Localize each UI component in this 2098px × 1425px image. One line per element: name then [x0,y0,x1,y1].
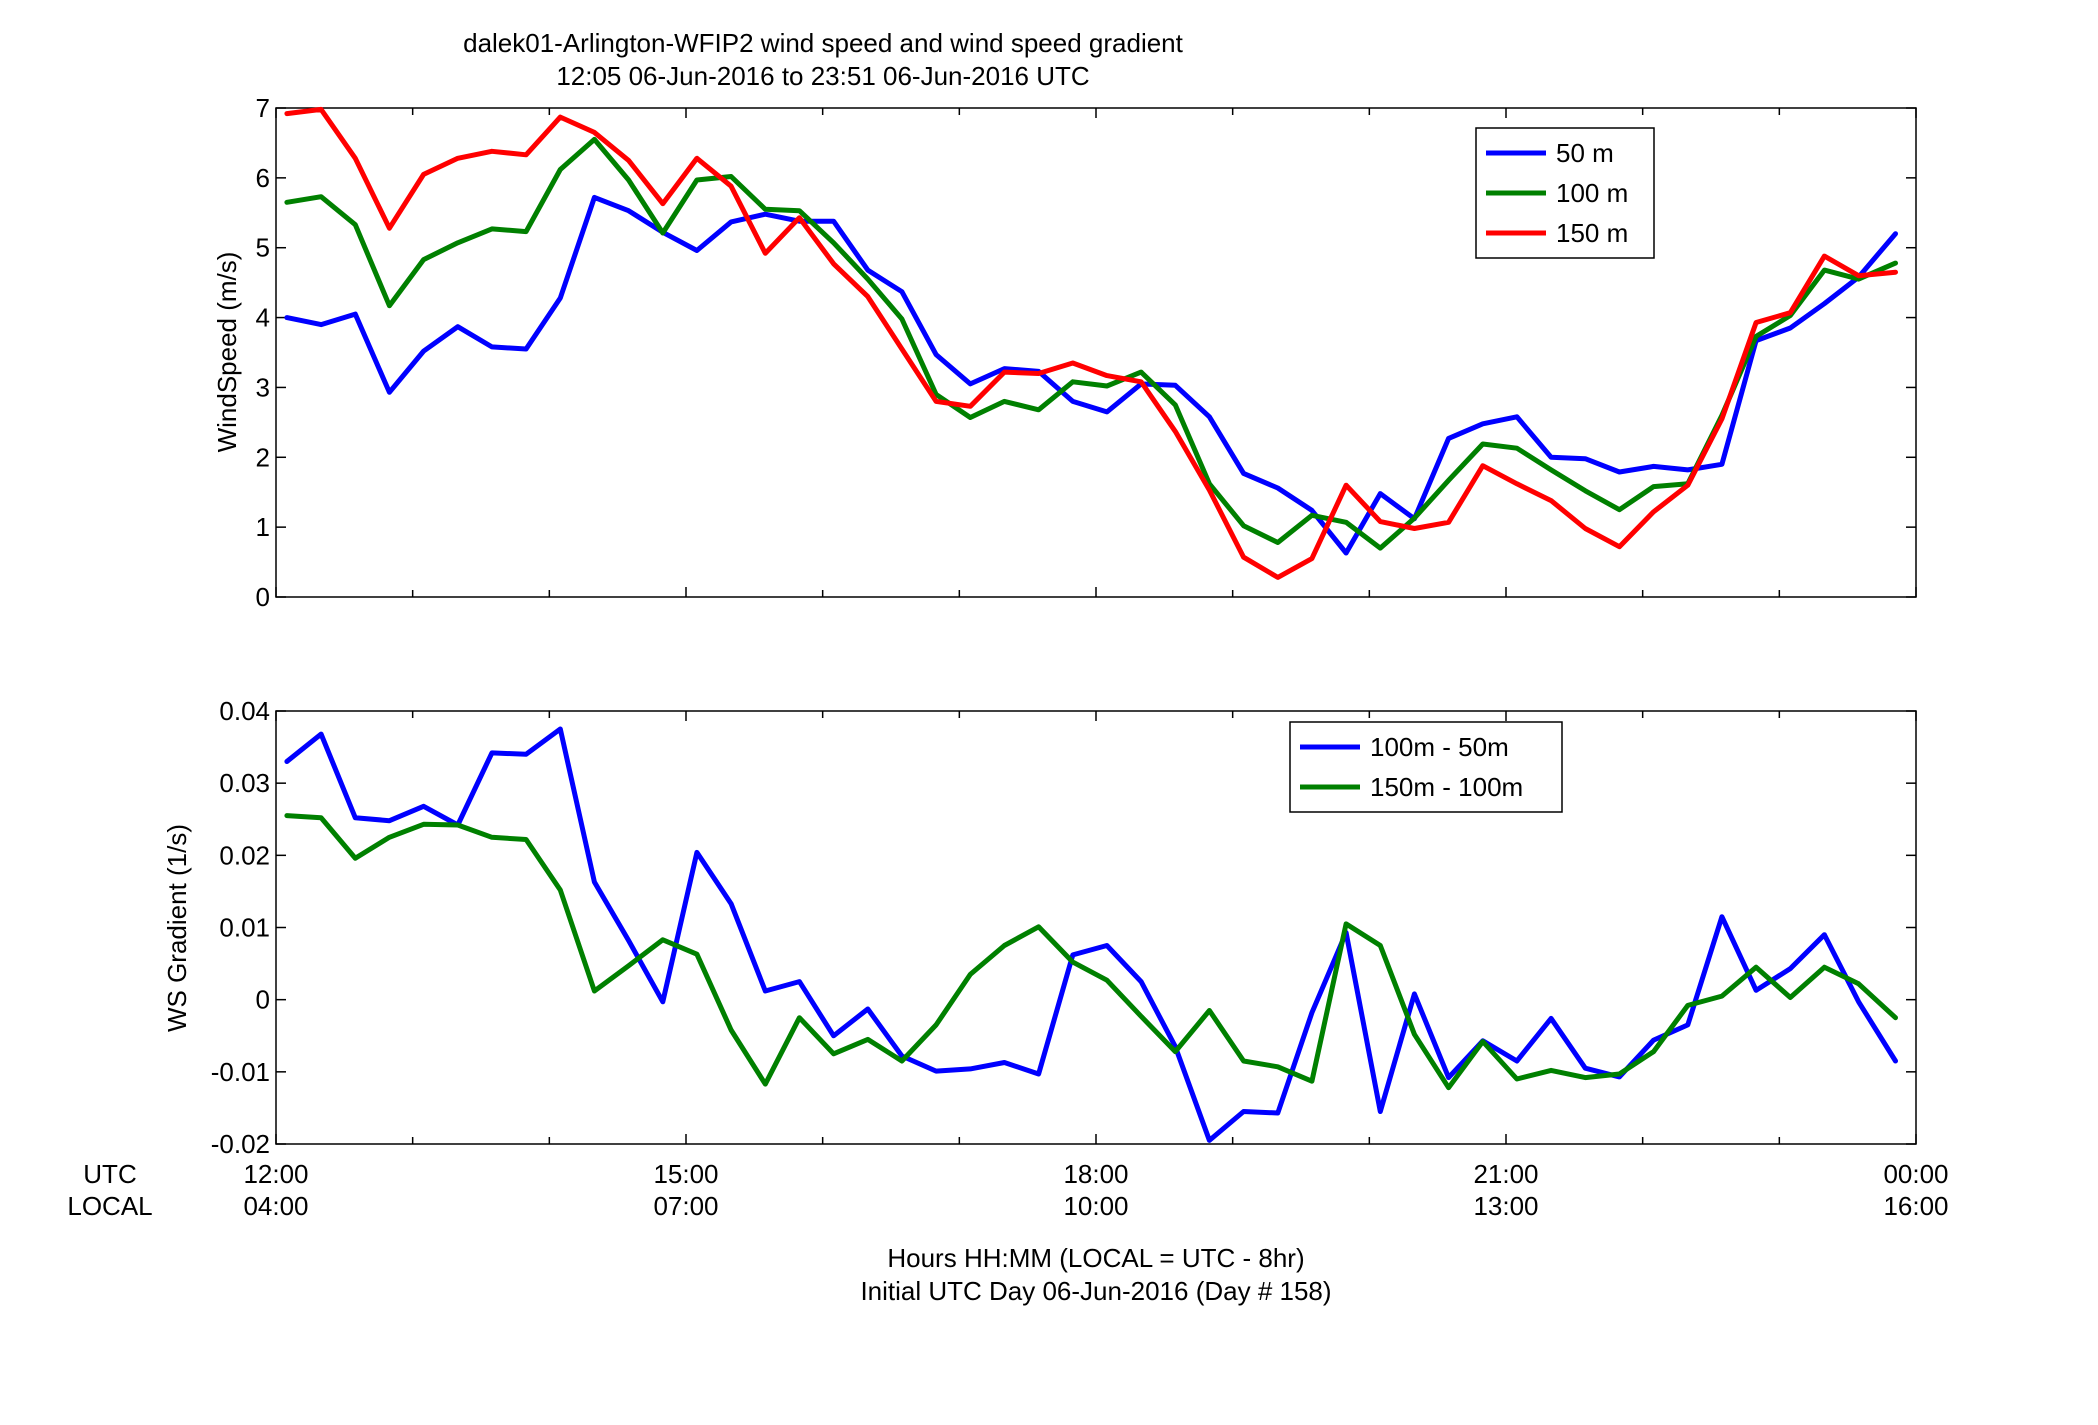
x-tick-label-utc: 15:00 [653,1159,718,1189]
ws-gradient-legend-box [1289,721,1563,813]
wind-speed-series [284,106,1898,580]
wind-speed-y-tick-label: 3 [256,372,270,402]
ws-gradient-x-ticks [275,711,1917,1144]
ws-gradient-series [284,726,1898,1143]
x-tick-label-local: 04:00 [243,1191,308,1221]
ws-gradient-y-tick-label: -0.02 [211,1129,270,1159]
ws-gradient-y-tick-label: 0.04 [219,696,270,726]
wind-speed-series-100-m [284,136,1898,551]
x-tick-label-local: 13:00 [1473,1191,1538,1221]
wind-speed-legend-label: 50 m [1556,138,1614,168]
wind-speed-legend-label: 150 m [1556,218,1628,248]
ws-gradient-legend-label: 150m - 100m [1370,772,1523,802]
wind-speed-y-tick-label: 7 [256,93,270,123]
ws-gradient-y-tick-label: 0.01 [219,913,270,943]
local-row-label: LOCAL [67,1191,152,1221]
wind-speed-x-ticks [275,108,1917,597]
x-tick-label-local: 07:00 [653,1191,718,1221]
x-tick-label-local: 16:00 [1883,1191,1948,1221]
figure-title-line2: 12:05 06-Jun-2016 to 23:51 06-Jun-2016 U… [556,61,1089,91]
figure-title-line1: dalek01-Arlington-WFIP2 wind speed and w… [463,28,1184,58]
wind-speed-y-ticks: 0 1 2 3 4 5 6 7 [256,93,1916,612]
wind-speed-y-tick-label: 5 [256,233,270,263]
ws-gradient-y-tick-label: -0.01 [211,1057,270,1087]
ws-gradient-y-tick-label: 0.02 [219,840,270,870]
wind-speed-y-tick-label: 2 [256,442,270,472]
x-axis-label-line1: Hours HH:MM (LOCAL = UTC - 8hr) [887,1243,1304,1273]
ws-gradient-y-ticks: -0.02 -0.01 0 0.01 0.02 0.03 0.04 [211,696,1916,1159]
x-tick-label-utc: 21:00 [1473,1159,1538,1189]
wind-speed-panel: 0 1 2 3 4 5 6 7 WindSpeed (m/s) 50 m 100 m 150 m [212,93,1917,612]
wind-speed-y-label: WindSpeed (m/s) [212,252,242,453]
x-tick-label-utc: 12:00 [243,1159,308,1189]
ws-gradient-panel: -0.02 -0.01 0 0.01 0.02 0.03 0.04 WS Gradient … [162,696,1917,1159]
x-axis-label-line2: Initial UTC Day 06-Jun-2016 (Day # 158) [860,1276,1331,1306]
wind-speed-y-tick-label: 4 [256,303,270,333]
wind-speed-legend: 50 m 100 m 150 m [1475,127,1655,259]
wind-speed-y-tick-label: 1 [256,512,270,542]
utc-row-label: UTC [83,1159,136,1189]
wind-speed-series-150-m [284,106,1898,580]
x-tick-label-utc: 00:00 [1883,1159,1948,1189]
wind-speed-y-tick-label: 6 [256,163,270,193]
ws-gradient-y-tick-label: 0.03 [219,768,270,798]
ws-gradient-y-tick-label: 0 [256,985,270,1015]
wind-speed-series-50-m [284,194,1898,556]
ws-gradient-y-label: WS Gradient (1/s) [162,824,192,1032]
ws-gradient-legend: 100m - 50m 150m - 100m [1289,721,1563,813]
ws-gradient-legend-label: 100m - 50m [1370,732,1509,762]
wind-speed-legend-label: 100 m [1556,178,1628,208]
ws-gradient-series-150m-100m [284,813,1898,1091]
x-tick-label-utc: 18:00 [1063,1159,1128,1189]
wind-speed-y-tick-label: 0 [256,582,270,612]
x-tick-label-local: 10:00 [1063,1191,1128,1221]
